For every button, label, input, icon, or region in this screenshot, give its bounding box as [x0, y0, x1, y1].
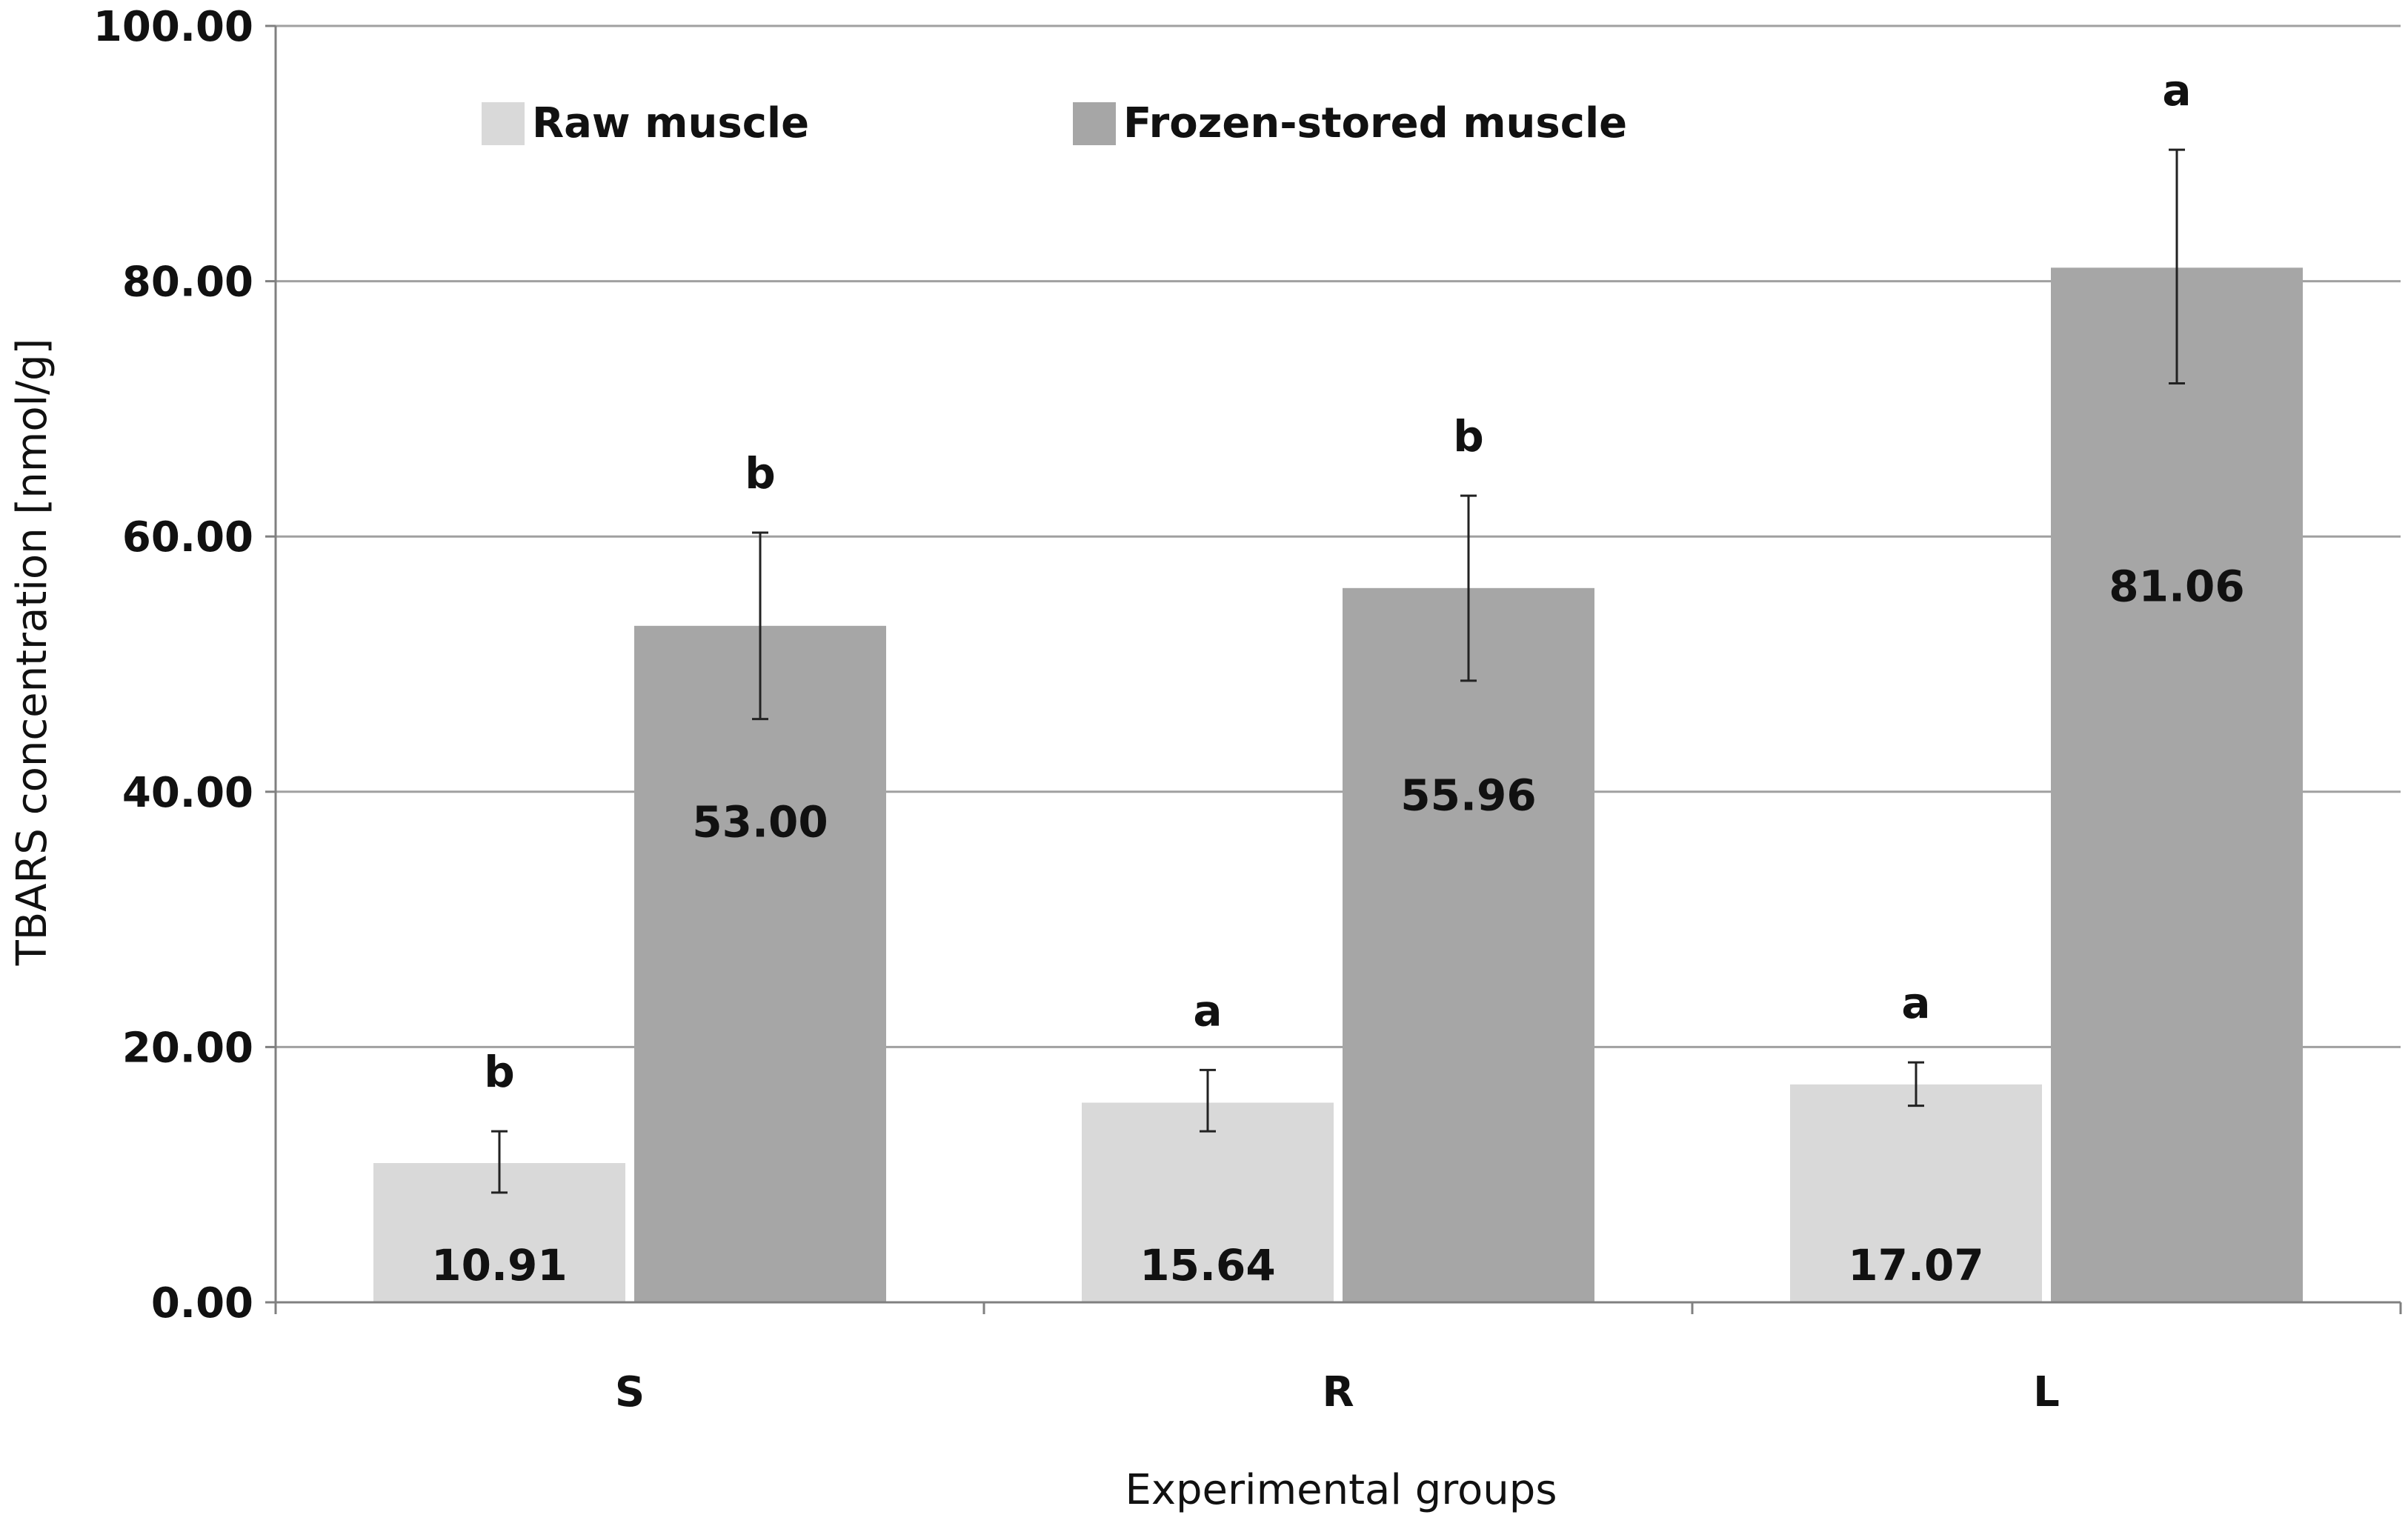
- data-label: 17.07: [1848, 1240, 1983, 1290]
- bar: [634, 625, 886, 1302]
- significance-label: b: [484, 1047, 515, 1097]
- bars: [373, 148, 2303, 1303]
- y-tick-label: 40.00: [122, 769, 253, 817]
- y-axis-title: TBARS concentration [nmol/g]: [8, 339, 56, 967]
- data-label: 55.96: [1400, 770, 1536, 820]
- x-axis-title: Experimental groups: [1125, 1466, 1557, 1514]
- bar: [1082, 1102, 1334, 1302]
- legend: Raw muscle Frozen-stored muscle: [482, 99, 1627, 147]
- legend-label-raw: Raw muscle: [532, 99, 809, 147]
- data-label: 15.64: [1140, 1240, 1275, 1290]
- significance-label: a: [2162, 65, 2191, 116]
- y-tick-label: 0.00: [151, 1279, 253, 1328]
- legend-swatch-raw: [482, 102, 525, 145]
- axes: [265, 24, 2402, 1314]
- y-tick-label: 20.00: [122, 1024, 253, 1072]
- legend-label-frozen: Frozen-stored muscle: [1123, 99, 1627, 147]
- bar: [1790, 1084, 2042, 1302]
- data-label: 10.91: [431, 1240, 567, 1290]
- y-tick-label: 100.00: [93, 3, 253, 51]
- y-tick-label: 60.00: [122, 513, 253, 562]
- bar: [1343, 587, 1594, 1302]
- gridlines: [276, 24, 2401, 1048]
- data-label: 81.06: [2109, 561, 2244, 611]
- data-label: 53.00: [692, 797, 828, 847]
- y-tick-label: 80.00: [122, 259, 253, 307]
- significance-label: b: [745, 448, 776, 499]
- x-category-label: R: [1322, 1368, 1354, 1416]
- legend-swatch-frozen: [1073, 102, 1116, 145]
- significance-label: a: [1901, 978, 1930, 1028]
- significance-label: a: [1193, 985, 1222, 1036]
- labels: 0.00 20.00 40.00 60.00 80.00 100.00 S 10.91 b 53.…: [93, 3, 2245, 1416]
- significance-label: b: [1453, 411, 1484, 462]
- bar: [2051, 267, 2303, 1303]
- x-category-label: S: [615, 1368, 645, 1416]
- x-category-label: L: [2033, 1368, 2060, 1416]
